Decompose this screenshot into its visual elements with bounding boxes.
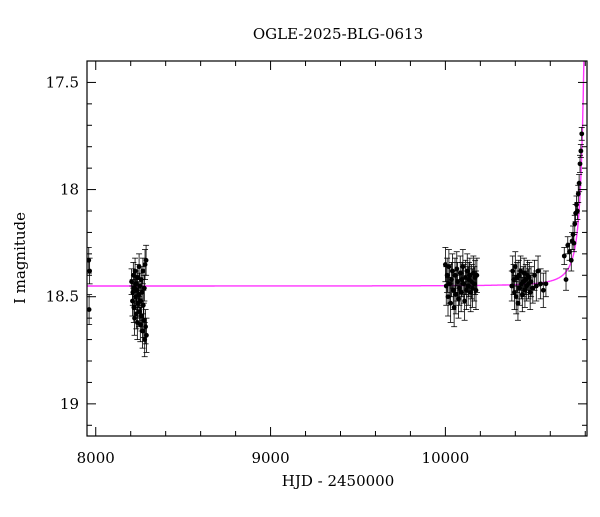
data-marker (140, 302, 146, 308)
data-marker (454, 266, 460, 272)
data-marker (87, 268, 93, 274)
data-marker (446, 264, 452, 270)
data-marker (456, 296, 461, 302)
data-marker (142, 262, 148, 267)
data-point (576, 174, 583, 193)
plot-content (87, 61, 585, 358)
data-marker (462, 298, 468, 304)
data-marker (572, 221, 578, 227)
data-marker (571, 240, 577, 246)
chart-title: OGLE-2025-BLG-0613 (253, 25, 423, 43)
data-marker (444, 272, 450, 278)
data-marker (527, 290, 533, 295)
data-marker (137, 322, 143, 327)
data-marker (451, 305, 457, 310)
data-marker (576, 180, 582, 186)
data-marker (460, 264, 466, 270)
data-marker (463, 287, 469, 293)
model-curve (87, 61, 585, 287)
data-point (571, 214, 578, 233)
data-marker (141, 285, 147, 291)
data-marker (453, 292, 459, 297)
plot-frame (86, 60, 588, 437)
data-marker (574, 208, 580, 214)
data-marker (139, 290, 145, 295)
data-point (473, 257, 480, 293)
y-tick-label: 18 (60, 181, 79, 199)
data-marker (532, 272, 537, 278)
y-axis-title: I magnitude (11, 212, 29, 304)
data-marker (458, 290, 464, 295)
data-point (575, 184, 582, 203)
data-point (143, 244, 150, 276)
data-marker (140, 268, 146, 274)
data-marker (535, 268, 541, 274)
data-marker (132, 315, 137, 321)
data-point (577, 154, 584, 173)
data-point (577, 144, 584, 158)
data-marker (530, 285, 536, 291)
data-marker (577, 161, 583, 167)
data-point (561, 247, 568, 265)
data-marker (513, 294, 519, 300)
data-point (578, 127, 585, 141)
data-marker (87, 307, 92, 312)
data-marker (540, 287, 546, 293)
data-marker (442, 262, 448, 267)
data-point (463, 270, 470, 310)
data-point (143, 317, 150, 353)
axis-ticks: 8000 9000 10000 17.5 18 18.5 19 (46, 61, 587, 467)
y-tick-label: 18.5 (46, 288, 79, 306)
data-marker (538, 281, 544, 287)
data-marker (512, 264, 518, 270)
data-point (87, 294, 93, 325)
data-marker (510, 268, 516, 274)
data-point (563, 268, 570, 291)
data-marker (565, 242, 571, 248)
data-marker (448, 300, 454, 306)
x-tick-label: 9000 (251, 449, 289, 467)
data-marker (473, 287, 479, 293)
x-axis-title: HJD - 2450000 (282, 472, 395, 490)
data-point (447, 283, 454, 323)
data-marker (474, 272, 480, 278)
data-point (537, 268, 544, 300)
data-marker (567, 249, 572, 255)
data-point (540, 272, 547, 308)
data-marker (143, 257, 149, 263)
data-point (529, 272, 536, 304)
data-marker (561, 253, 567, 259)
data-point (535, 255, 542, 287)
data-marker (143, 324, 148, 330)
data-marker (517, 285, 523, 291)
data-marker (131, 305, 137, 310)
data-point (570, 234, 577, 253)
data-marker (141, 317, 147, 323)
data-marker (543, 281, 549, 287)
data-point (542, 270, 549, 298)
data-point (87, 257, 93, 285)
data-marker (568, 257, 574, 263)
x-tick-label: 8000 (77, 449, 115, 467)
data-marker (140, 328, 145, 334)
data-marker (515, 300, 521, 306)
data-marker (575, 191, 581, 197)
data-marker (579, 131, 585, 137)
x-tick-label: 10000 (422, 449, 470, 467)
data-marker (445, 294, 451, 300)
y-tick-label: 19 (60, 395, 79, 413)
data-marker (144, 332, 149, 338)
data-point (516, 270, 523, 306)
data-marker (563, 277, 569, 282)
data-marker (528, 279, 534, 285)
y-tick-label: 17.5 (46, 73, 79, 91)
data-marker (578, 148, 584, 154)
data-marker (87, 257, 92, 263)
data-marker (574, 202, 579, 207)
